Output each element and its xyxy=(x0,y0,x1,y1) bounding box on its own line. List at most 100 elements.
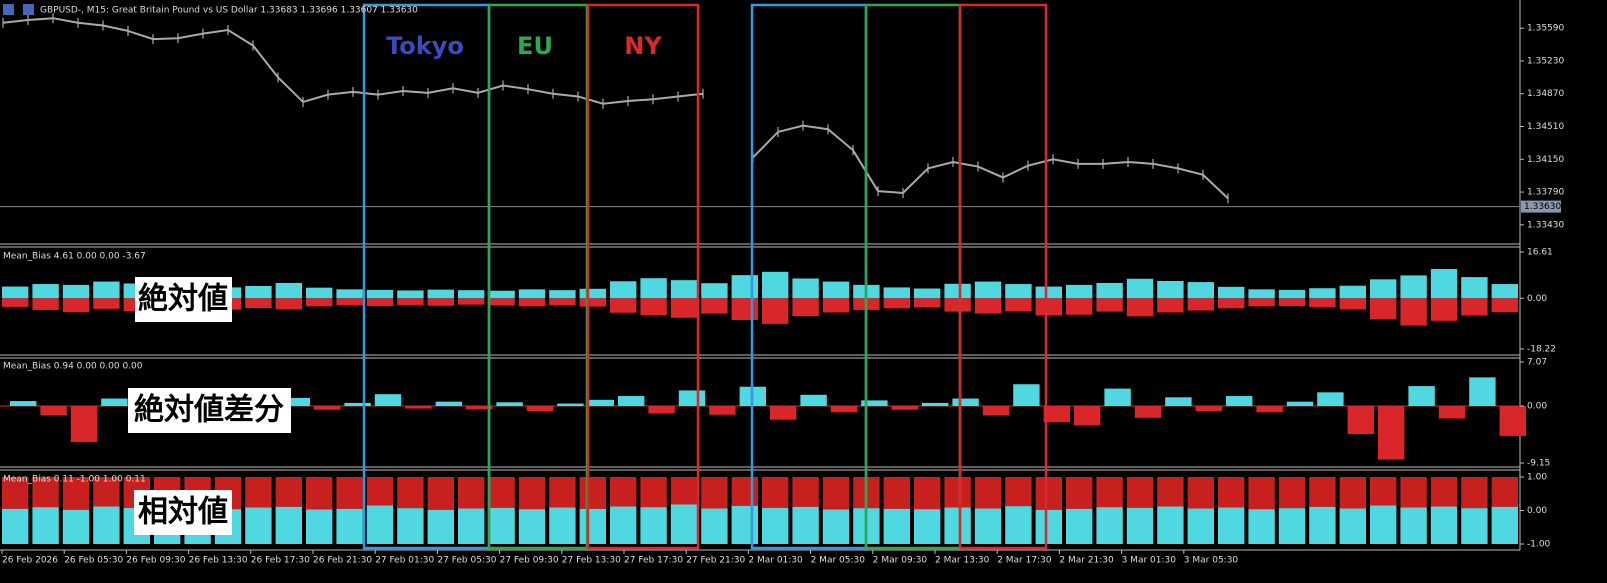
histogram-bar xyxy=(1066,284,1093,299)
histogram-bar xyxy=(314,406,341,410)
histogram-bar xyxy=(762,477,789,508)
histogram-bar xyxy=(518,289,546,299)
histogram-bar xyxy=(1195,406,1222,412)
histogram-bar xyxy=(526,406,554,412)
time-label: 26 Feb 21:30 xyxy=(313,556,372,566)
histogram-bar xyxy=(1339,477,1366,509)
histogram-bar xyxy=(1248,509,1275,544)
histogram-bar xyxy=(1218,507,1245,544)
histogram-bar xyxy=(1438,406,1466,419)
histogram-bar xyxy=(762,271,789,299)
y-tick-label: -1.00 xyxy=(1527,540,1551,550)
time-label: 2 Mar 09:30 xyxy=(873,556,928,566)
histogram-bar xyxy=(1286,401,1314,407)
histogram-bar xyxy=(830,406,858,413)
histogram-bar xyxy=(435,401,462,407)
histogram-bar xyxy=(1469,377,1496,407)
histogram-bar xyxy=(944,507,971,544)
histogram-bar xyxy=(275,506,302,544)
histogram-bar xyxy=(1461,477,1488,509)
histogram-bar xyxy=(62,284,90,299)
histogram-bar xyxy=(275,477,302,507)
histogram-bar xyxy=(336,477,363,509)
histogram-bar xyxy=(1347,406,1374,435)
histogram-bar xyxy=(488,477,515,508)
histogram-bar xyxy=(648,406,675,414)
histogram-bar xyxy=(1370,298,1397,320)
histogram-bar xyxy=(488,290,515,299)
histogram-bar xyxy=(101,398,128,407)
histogram-bar xyxy=(640,477,667,508)
histogram-bar xyxy=(1248,289,1275,299)
histogram-bar xyxy=(1126,298,1154,317)
histogram-bar xyxy=(1157,506,1184,544)
histogram-bar xyxy=(670,504,698,544)
histogram-bar xyxy=(1035,477,1062,510)
histogram-bar xyxy=(822,509,850,544)
time-label: 2 Mar 05:30 xyxy=(811,556,866,566)
histogram-bar xyxy=(62,477,90,510)
histogram-bar xyxy=(640,507,667,544)
histogram-bar xyxy=(579,288,606,299)
histogram-bar xyxy=(1165,397,1192,407)
histogram-bar xyxy=(1400,275,1427,299)
histogram-bar xyxy=(914,298,941,308)
histogram-bar xyxy=(366,289,394,299)
histogram-bar xyxy=(1066,477,1093,509)
histogram-bar xyxy=(1035,509,1062,544)
histogram-bar xyxy=(1309,477,1336,507)
histogram-bar xyxy=(1218,477,1245,508)
plot xyxy=(0,13,1526,544)
time-label: 27 Feb 05:30 xyxy=(437,556,496,566)
histogram-bar xyxy=(914,509,941,544)
annotation-box xyxy=(128,388,291,433)
histogram-bar xyxy=(32,477,59,508)
histogram-bar xyxy=(792,298,819,317)
current-price-tag xyxy=(1521,200,1561,213)
time-label: 3 Mar 01:30 xyxy=(1122,556,1177,566)
histogram-bar xyxy=(1278,477,1306,509)
histogram-bar xyxy=(891,406,918,410)
histogram-bar xyxy=(1066,508,1093,544)
y-tick-label: 1.00 xyxy=(1527,473,1547,483)
histogram-bar xyxy=(1043,406,1070,423)
histogram-bar xyxy=(1187,508,1214,544)
histogram-bar xyxy=(701,283,728,299)
histogram-bar xyxy=(914,477,941,510)
price-tick-label: 1.33790 xyxy=(1527,188,1564,198)
histogram-bar xyxy=(397,298,424,305)
histogram-bar xyxy=(610,298,637,313)
histogram-bar xyxy=(670,280,698,299)
session-boxes xyxy=(362,3,1048,550)
annotation: 絶対値 xyxy=(138,282,228,317)
histogram-bar xyxy=(701,298,728,314)
histogram-bar xyxy=(678,390,706,407)
histogram-bar xyxy=(458,477,485,509)
annotation: 相対値 xyxy=(138,495,228,530)
histogram-bar xyxy=(922,402,949,407)
histogram-bar xyxy=(2,298,29,307)
histogram-bar xyxy=(306,287,333,299)
histogram-bar xyxy=(1309,288,1336,299)
histogram-bar xyxy=(245,286,272,299)
histogram-bar xyxy=(822,281,850,299)
histogram-bar xyxy=(93,281,120,299)
histogram-bar xyxy=(1096,282,1123,299)
histogram-bar xyxy=(1218,286,1245,299)
time-label: 2 Mar 13:30 xyxy=(935,556,990,566)
histogram-bar xyxy=(1074,406,1101,426)
time-label: 26 Feb 13:30 xyxy=(189,556,248,566)
histogram-bar xyxy=(1187,477,1214,509)
histogram-bar xyxy=(1491,284,1518,299)
histogram-bar xyxy=(1035,286,1062,299)
histogram-bar xyxy=(1157,298,1184,313)
histogram-bar xyxy=(579,298,606,307)
time-label: 26 Feb 2026 xyxy=(2,556,58,566)
ny-box xyxy=(586,3,700,550)
y-tick-label: 0.00 xyxy=(1527,402,1547,412)
histogram-bar xyxy=(93,477,120,507)
histogram-bar xyxy=(397,477,424,509)
annotation: 絶対値差分 xyxy=(134,393,284,428)
histogram-bar xyxy=(974,477,1002,509)
